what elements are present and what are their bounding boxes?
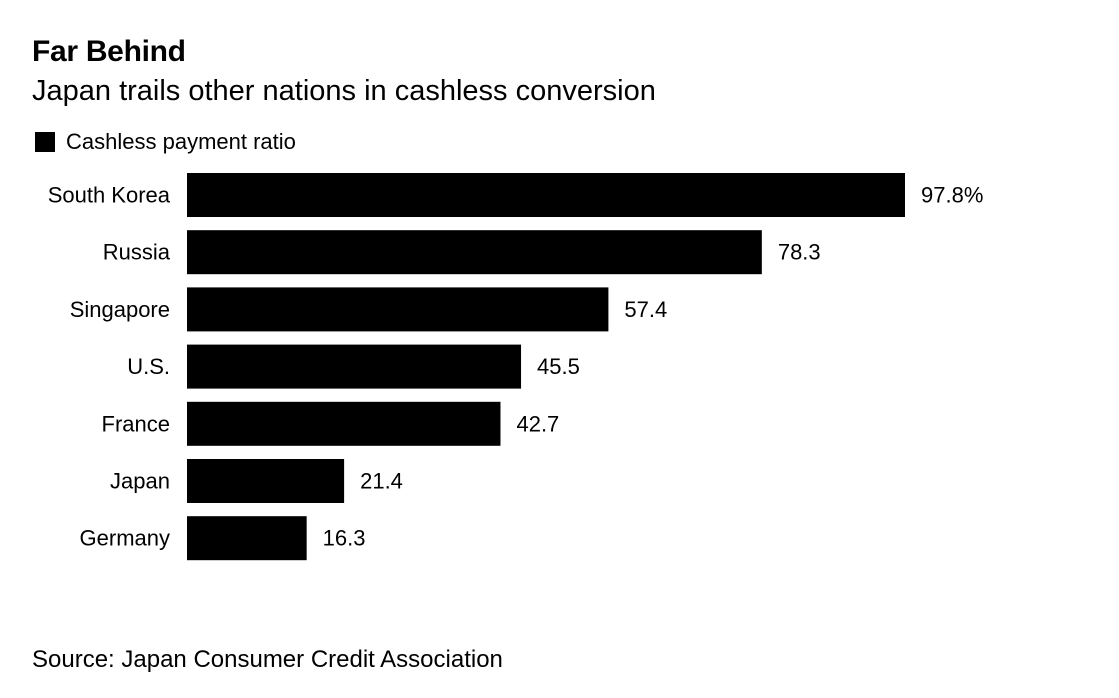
bar <box>187 401 501 446</box>
bar <box>187 230 762 275</box>
legend-swatch <box>35 132 55 152</box>
category-label: South Korea <box>48 183 171 208</box>
category-label: Japan <box>110 469 170 494</box>
value-label: 21.4 <box>360 469 403 494</box>
bar <box>187 173 905 217</box>
value-label: 97.8% <box>921 183 983 208</box>
value-label: 16.3 <box>323 526 366 551</box>
legend: Cashless payment ratio <box>35 128 296 156</box>
chart-title: Far Behind <box>32 35 186 68</box>
source-note: Source: Japan Consumer Credit Associatio… <box>32 646 503 673</box>
value-label: 42.7 <box>516 411 559 436</box>
category-label: U.S. <box>127 354 170 379</box>
value-label: 57.4 <box>624 297 667 322</box>
legend-label: Cashless payment ratio <box>66 129 296 154</box>
chart-subtitle: Japan trails other nations in cashless c… <box>32 75 656 107</box>
bar <box>187 344 522 389</box>
bar <box>187 287 609 332</box>
category-label: Germany <box>80 526 170 551</box>
value-label: 78.3 <box>778 240 821 265</box>
category-label: France <box>102 411 170 436</box>
bar <box>187 459 345 503</box>
value-label: 45.5 <box>537 354 580 379</box>
category-label: Russia <box>103 240 171 265</box>
bar <box>187 516 307 561</box>
category-label: Singapore <box>70 297 170 322</box>
